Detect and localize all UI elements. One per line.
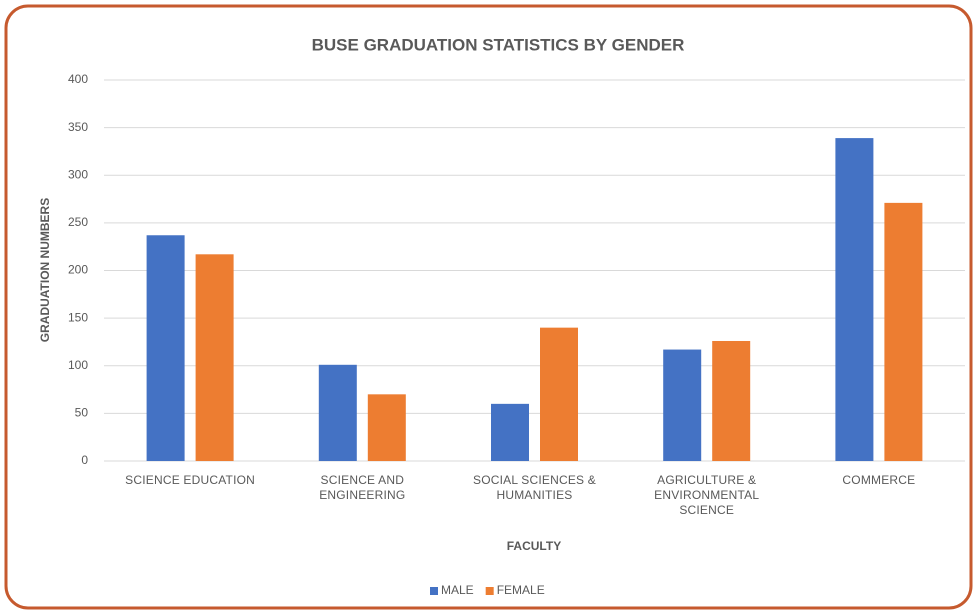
legend-swatch xyxy=(485,587,494,595)
bar xyxy=(195,254,234,461)
x-tick-label: COMMERCE xyxy=(842,473,916,487)
legend-label: MALE xyxy=(441,583,474,597)
y-tick-label: 150 xyxy=(68,310,88,324)
bar xyxy=(491,403,529,461)
y-tick-label: 100 xyxy=(68,358,88,372)
bar xyxy=(663,349,702,461)
x-tick-label: SCIENCE EDUCATION xyxy=(125,473,256,487)
bar xyxy=(884,202,923,461)
y-tick-label: 300 xyxy=(68,167,88,181)
bar xyxy=(146,235,185,461)
bar xyxy=(835,138,874,462)
y-tick-label: 200 xyxy=(68,263,88,277)
bar xyxy=(367,394,406,461)
y-tick-label: 400 xyxy=(68,72,88,86)
y-tick-label: 250 xyxy=(68,215,88,229)
y-tick-label: 0 xyxy=(81,453,88,467)
x-axis-label: FACULTY xyxy=(507,539,561,553)
y-axis-label: GRADUATION NUMBERS xyxy=(38,198,52,342)
bar xyxy=(318,364,357,461)
legend-swatch xyxy=(430,587,438,595)
y-tick-label: 50 xyxy=(75,406,89,420)
legend-label: FEMALE xyxy=(497,583,545,597)
x-tick-label: SOCIAL SCIENCES & HUMANITIES xyxy=(473,473,596,502)
x-tick-label: SCIENCE AND ENGINEERING xyxy=(319,473,406,502)
chart-title: BUSE GRADUATION STATISTICS BY GENDER xyxy=(312,35,685,54)
bar xyxy=(712,340,751,461)
x-tick-label: AGRICULTURE & ENVIRONMENTAL SCIENCE xyxy=(654,473,760,517)
bar xyxy=(540,327,578,461)
y-tick-label: 350 xyxy=(68,120,88,134)
